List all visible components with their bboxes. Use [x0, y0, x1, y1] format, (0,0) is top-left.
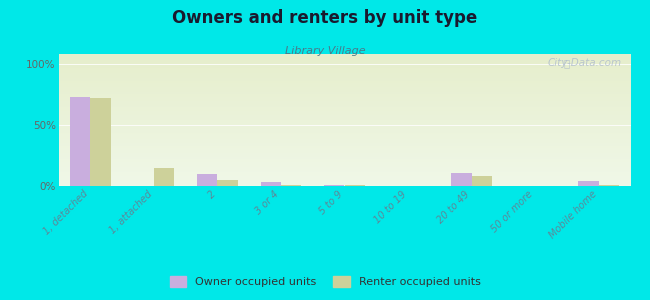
Text: Owners and renters by unit type: Owners and renters by unit type: [172, 9, 478, 27]
Bar: [324, 185, 345, 186]
Bar: [154, 168, 174, 186]
Bar: [281, 185, 302, 186]
Bar: [261, 182, 281, 186]
Bar: [599, 185, 619, 186]
Bar: [344, 185, 365, 186]
Bar: [197, 174, 217, 186]
Bar: [70, 97, 90, 186]
Legend: Owner occupied units, Renter occupied units: Owner occupied units, Renter occupied un…: [165, 271, 485, 291]
Bar: [90, 98, 110, 186]
Bar: [451, 172, 472, 186]
Bar: [217, 180, 238, 186]
Text: ⓒ: ⓒ: [563, 58, 569, 68]
Bar: [578, 181, 599, 186]
Text: Library Village: Library Village: [285, 46, 365, 56]
Bar: [472, 176, 492, 186]
Text: City-Data.com: City-Data.com: [548, 58, 622, 68]
